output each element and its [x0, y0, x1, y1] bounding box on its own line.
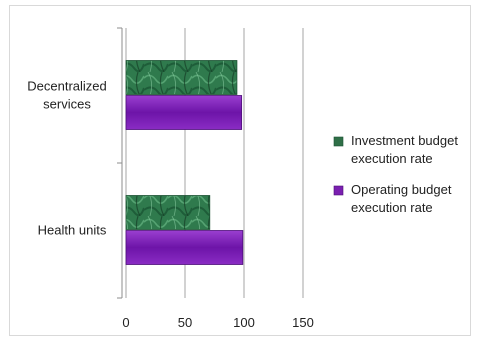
legend-label-1: Operating budget execution rate: [351, 182, 452, 215]
legend-swatch-1: [333, 185, 344, 196]
axes: [117, 27, 123, 299]
category-label: Health units: [38, 223, 107, 238]
bar-decentralized-services-series-1: [125, 95, 243, 130]
legend-swatch-0: [333, 136, 344, 147]
category-label: Decentralized services: [27, 79, 107, 112]
bars: [125, 60, 244, 265]
bar-health-units-series-0: [125, 195, 211, 230]
x-tick-label-150: 150: [292, 315, 314, 330]
x-tick-label-100: 100: [233, 315, 255, 330]
legend: Investment budget execution rate Operating…: [333, 133, 458, 215]
x-tick-labels: 0 50 100 150: [122, 315, 313, 330]
x-tick-label-50: 50: [178, 315, 192, 330]
legend-label-0: Investment budget execution rate: [351, 133, 458, 166]
x-tick-label-0: 0: [122, 315, 129, 330]
bar-health-units-series-1: [125, 230, 244, 265]
chart-frame: [9, 5, 471, 336]
category-labels: Health units Decentralized services: [27, 79, 107, 238]
bar-decentralized-services-series-0: [125, 60, 238, 95]
